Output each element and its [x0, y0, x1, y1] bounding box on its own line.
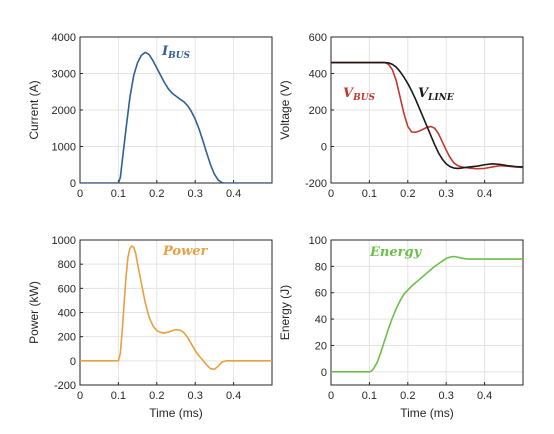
x-tick-label: 0.4: [477, 390, 492, 402]
y-tick-label: 0: [70, 178, 76, 190]
current-chart: 0 0.1 0.2 0.3 0.4 0 1000 2000 3000 4000 Current (A…: [27, 32, 273, 200]
x-tick-label: 0.3: [439, 390, 454, 402]
y-tick-label: 20: [315, 340, 327, 352]
y-tick-label: 400: [58, 308, 76, 320]
series-line-v-line: [331, 61, 523, 170]
y-tick-label: 100: [309, 235, 327, 247]
y-tick-label: -200: [305, 178, 327, 190]
x-axis-label: Time (ms): [149, 406, 203, 420]
series-annotation: VBUS: [343, 86, 376, 103]
x-axis-label: Time (ms): [400, 406, 454, 420]
energy-chart: 0 0.1 0.2 0.3 0.4 0 20 40 60 80 100 Energy (J) Time …: [278, 235, 524, 420]
series-annotation: Energy: [369, 245, 423, 260]
y-tick-label: 200: [58, 332, 76, 344]
y-tick-label: 800: [58, 259, 76, 271]
y-tick-label: 600: [309, 32, 327, 44]
power-chart: 0 0.1 0.2 0.3 0.4-20002004006008001000Power …: [27, 235, 273, 420]
y-tick-label: 60: [315, 288, 327, 300]
x-tick-label: 0: [77, 188, 83, 200]
x-tick-label: 0.2: [400, 390, 415, 402]
y-tick-label: 3000: [52, 69, 76, 81]
y-tick-label: 80: [315, 261, 327, 273]
x-tick-label: 0.1: [362, 188, 377, 200]
x-tick-label: 0.1: [111, 390, 126, 402]
y-tick-label: -200: [54, 380, 76, 392]
x-tick-label: 0.2: [400, 188, 415, 200]
series-annotation: VLINE: [418, 86, 454, 103]
x-tick-label: 0.3: [188, 390, 203, 402]
y-tick-label: 1000: [52, 142, 76, 154]
y-tick-label: 600: [58, 283, 76, 295]
y-tick-label: 1000: [52, 235, 76, 247]
series-line-i-bus: [80, 51, 272, 183]
series-annotation: IBUS: [161, 44, 191, 61]
y-tick-label: 0: [321, 367, 327, 379]
x-tick-label: 0: [328, 390, 334, 402]
series-annotation: Power: [162, 244, 209, 259]
y-tick-label: 0: [321, 142, 327, 154]
series-line-energy: [331, 255, 523, 373]
y-tick-label: 40: [315, 314, 327, 326]
x-tick-label: 0.2: [149, 390, 164, 402]
y-tick-label: 200: [309, 105, 327, 117]
y-axis-label: Energy (J): [278, 285, 292, 340]
y-axis-label: Current (A): [27, 80, 41, 139]
x-tick-label: 0: [77, 390, 83, 402]
x-tick-label: 0.4: [226, 188, 241, 200]
series-line-v-bus: [331, 61, 523, 170]
y-tick-label: 2000: [52, 105, 76, 117]
x-tick-label: 0.2: [149, 188, 164, 200]
plot-frame: [330, 239, 524, 386]
y-axis-label: Voltage (V): [278, 80, 292, 139]
series-line-power: [80, 245, 272, 371]
x-tick-label: 0.1: [111, 188, 126, 200]
y-tick-label: 0: [70, 356, 76, 368]
x-tick-label: 0: [328, 188, 334, 200]
y-tick-label: 400: [309, 69, 327, 81]
x-tick-label: 0.3: [188, 188, 203, 200]
y-axis-label: Power (kW): [27, 281, 41, 344]
x-tick-label: 0.1: [362, 390, 377, 402]
y-tick-label: 4000: [52, 32, 76, 44]
x-tick-label: 0.3: [439, 188, 454, 200]
x-tick-label: 0.4: [477, 188, 492, 200]
x-tick-label: 0.4: [226, 390, 241, 402]
